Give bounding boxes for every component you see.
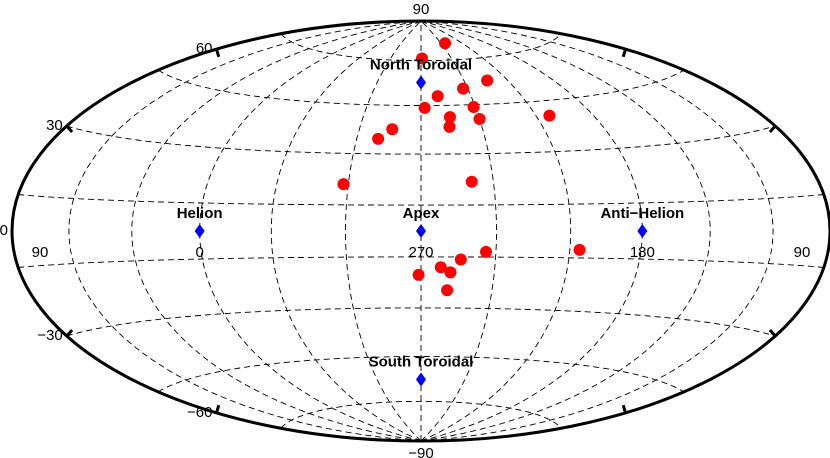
meridian	[420, 20, 643, 442]
y-tick-label: 90	[413, 1, 430, 18]
data-point	[465, 175, 478, 188]
data-point	[444, 266, 457, 279]
meridian	[345, 20, 422, 442]
y-tick	[621, 404, 627, 414]
y-tick	[65, 329, 74, 337]
meridian	[199, 20, 422, 442]
meridian	[420, 20, 774, 442]
data-point	[416, 52, 429, 65]
data-point	[439, 37, 452, 50]
meridian	[270, 20, 422, 442]
data-point	[434, 261, 447, 274]
y-tick	[768, 329, 777, 337]
x-tick-label: 270	[408, 244, 433, 261]
data-point	[454, 253, 467, 266]
reference-point	[416, 372, 426, 387]
reference-label: North Toroidal	[370, 56, 472, 73]
y-tick	[65, 125, 74, 133]
map-outline	[10, 19, 830, 443]
reference-point	[416, 75, 426, 90]
meridian	[420, 20, 572, 442]
parallel	[18, 194, 824, 206]
y-tick-label: −90	[408, 445, 433, 458]
meridian	[420, 20, 497, 442]
data-point	[443, 120, 456, 133]
x-tick-label: 90	[32, 244, 49, 261]
y-tick	[621, 48, 627, 58]
y-tick	[215, 404, 221, 414]
x-tick-label: 90	[794, 244, 811, 261]
y-tick-label: 60	[196, 40, 213, 57]
y-tick-label: 30	[46, 117, 63, 134]
data-point	[412, 268, 425, 281]
data-point	[481, 74, 494, 87]
reference-label: Apex	[403, 205, 440, 222]
y-tick-label: 0	[0, 222, 8, 239]
reference-label: South Toroidal	[369, 353, 474, 370]
data-point	[457, 82, 470, 95]
parallel	[280, 400, 562, 429]
data-point	[441, 284, 454, 297]
parallel	[66, 307, 776, 337]
data-point	[543, 109, 556, 122]
data-point	[372, 132, 385, 145]
reference-point	[637, 224, 648, 238]
x-tick-label: 0	[195, 244, 203, 261]
reference-point	[416, 224, 426, 238]
y-tick	[768, 125, 777, 133]
reference-label: Anti−Helion	[600, 205, 684, 222]
data-point	[431, 90, 444, 103]
data-point	[473, 112, 486, 125]
reference-label: Helion	[177, 205, 223, 222]
data-point	[467, 101, 480, 114]
data-point	[418, 101, 431, 114]
data-point	[386, 123, 399, 136]
y-tick-label: −60	[187, 404, 212, 421]
data-point	[337, 178, 350, 191]
y-tick	[215, 48, 221, 58]
data-point	[573, 243, 586, 256]
parallel	[18, 256, 824, 268]
data-point	[443, 111, 456, 124]
x-tick-label: 180	[630, 244, 655, 261]
parallel	[66, 125, 776, 155]
meridian	[420, 20, 711, 442]
y-tick-label: −30	[37, 327, 62, 344]
reference-point	[194, 224, 205, 238]
meridian	[68, 20, 422, 442]
meridian	[131, 20, 422, 442]
data-point	[479, 245, 492, 258]
